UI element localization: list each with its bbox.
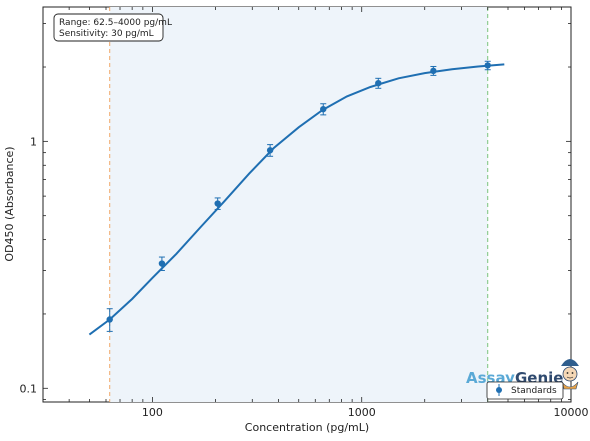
x-tick-label: 100 [142,406,163,419]
fit-curve [88,63,505,336]
data-point [214,200,221,207]
legend-box [486,381,564,400]
legend-marker [496,387,502,393]
y-axis-ticks: 0.11 [20,23,571,400]
annotation-box [53,13,164,42]
legend-label: Standards [511,386,557,396]
x-axis-ticks: 100 1000 10000 [42,7,589,419]
data-point [430,67,437,75]
data-point [375,79,382,87]
y-axis-label: OD450 (Absorbance) [3,146,16,261]
genie-mascot-icon [561,359,579,390]
data-point [106,316,113,323]
x-tick-label: 10000 [554,406,589,419]
y-tick-label: 1 [30,135,37,148]
x-tick-label: 1000 [348,406,376,419]
data-point [158,260,166,267]
data-point [266,147,274,154]
legend: Standards [486,381,564,400]
data-point [320,105,327,113]
x-axis-label: Concentration (pg/mL) [245,421,369,434]
data-points [106,62,491,323]
annotation-sensitivity: Sensitivity: 30 pg/mL [59,29,154,39]
annotation-range: Range: 62.5–4000 pg/mL [59,18,172,28]
range-annotation: Range: 62.5–4000 pg/mL Sensitivity: 30 p… [53,13,172,42]
data-point [484,62,491,69]
y-tick-label: 0.1 [20,382,38,395]
